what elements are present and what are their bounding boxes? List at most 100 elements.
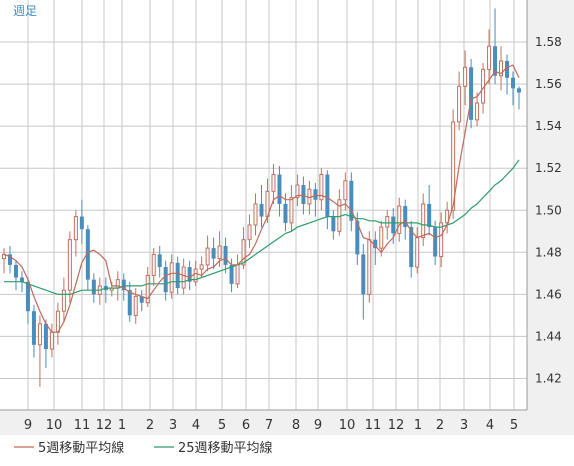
candle — [319, 168, 324, 211]
candle-body-down — [79, 216, 84, 230]
moving-average-lines — [3, 64, 520, 333]
candle-body-up — [337, 199, 342, 232]
candle-body-down — [13, 264, 18, 278]
candle-body-up — [151, 253, 156, 276]
candle — [7, 246, 12, 274]
candle-body-up — [463, 66, 468, 87]
x-axis-tick-labels: 9 10 11 12 1 2 3 4 5 6 7 8 9 10 11 12 1 2 3 4 5 — [24, 418, 518, 433]
candle — [517, 86, 521, 110]
y-tick-label: 1.44 — [535, 329, 562, 343]
candle-body-up — [397, 205, 402, 234]
candle-body-down — [229, 264, 234, 284]
x-tick-label: 4 — [192, 418, 200, 433]
candle-body-up — [253, 203, 258, 226]
candle — [289, 185, 294, 232]
candle-body-up — [439, 222, 444, 258]
candle — [373, 231, 378, 265]
x-tick-label: 12 — [388, 418, 405, 433]
candle-body-up — [475, 102, 480, 121]
y-axis-background — [527, 0, 574, 410]
x-tick-label: 12 — [96, 418, 113, 433]
ma25-line — [4, 159, 520, 295]
x-tick-label: 5 — [510, 418, 518, 433]
candle — [427, 185, 432, 236]
candle-body-up — [49, 331, 54, 350]
candle-body-down — [331, 216, 336, 232]
candle-body-down — [301, 185, 306, 204]
candle — [67, 231, 72, 303]
x-tick-label: 11 — [74, 418, 91, 433]
candle-body-down — [511, 77, 516, 89]
candle — [253, 193, 258, 236]
candle-body-down — [211, 248, 216, 259]
candle — [121, 273, 126, 301]
candle — [163, 260, 168, 301]
candle-body-up — [289, 197, 294, 224]
candle — [211, 237, 216, 270]
x-tick-label: 11 — [365, 418, 382, 433]
candle — [157, 246, 162, 278]
candle-body-down — [409, 227, 414, 268]
y-tick-label: 1.42 — [535, 371, 562, 385]
candle-body-up — [343, 180, 348, 201]
candle-body-up — [61, 289, 66, 312]
candle — [433, 220, 438, 265]
y-tick-label: 1.58 — [535, 35, 562, 49]
candle-body-down — [469, 67, 474, 120]
candle-body-down — [7, 254, 12, 265]
candle — [457, 71, 462, 131]
legend: 5週移動平均線 25週移動平均線 — [14, 440, 273, 456]
candle-body-up — [217, 245, 222, 260]
candle — [445, 201, 450, 234]
candle-body-down — [325, 174, 330, 217]
candle — [247, 214, 252, 249]
candle-body-up — [457, 85, 462, 123]
candle-body-up — [499, 60, 504, 77]
candle-body-up — [247, 224, 252, 241]
timeframe-label: 週足 — [13, 4, 37, 18]
x-tick-label: 10 — [339, 418, 356, 433]
candle-body-down — [223, 246, 228, 265]
candle — [469, 58, 474, 129]
candle-body-up — [169, 262, 174, 293]
x-tick-label: 8 — [292, 418, 300, 433]
x-tick-label: 7 — [265, 418, 273, 433]
candle — [385, 210, 390, 240]
x-tick-label: 3 — [169, 418, 177, 433]
x-tick-label: 2 — [436, 418, 444, 433]
y-tick-label: 1.54 — [535, 119, 562, 133]
y-tick-label: 1.50 — [535, 203, 562, 217]
candle-body-up — [235, 264, 240, 285]
candle — [25, 277, 30, 324]
candle — [91, 273, 96, 303]
candle — [397, 197, 402, 242]
x-tick-label: 4 — [486, 418, 494, 433]
candle-body-up — [55, 310, 60, 333]
candle-body-up — [451, 121, 456, 211]
candle — [61, 277, 66, 322]
candle — [169, 254, 174, 299]
candle — [403, 199, 408, 240]
candle-body-up — [241, 239, 246, 266]
candle-body-down — [355, 220, 360, 255]
candle — [499, 46, 504, 91]
candle — [127, 281, 132, 322]
candle — [85, 224, 90, 291]
candle-body-down — [433, 227, 438, 257]
candle-body-down — [139, 296, 144, 303]
legend-label-ma25: 25週移動平均線 — [178, 440, 273, 456]
candle — [37, 315, 42, 387]
candle — [43, 319, 48, 368]
candle — [451, 109, 456, 219]
candle-body-up — [445, 209, 450, 224]
candle — [259, 185, 264, 228]
x-tick-label: 2 — [146, 418, 154, 433]
candle — [205, 235, 210, 272]
candle-body-up — [421, 203, 426, 239]
candle-body-up — [379, 226, 384, 249]
candle — [505, 54, 510, 95]
candle — [151, 248, 156, 286]
candle — [361, 243, 366, 320]
candle-body-down — [373, 239, 378, 249]
